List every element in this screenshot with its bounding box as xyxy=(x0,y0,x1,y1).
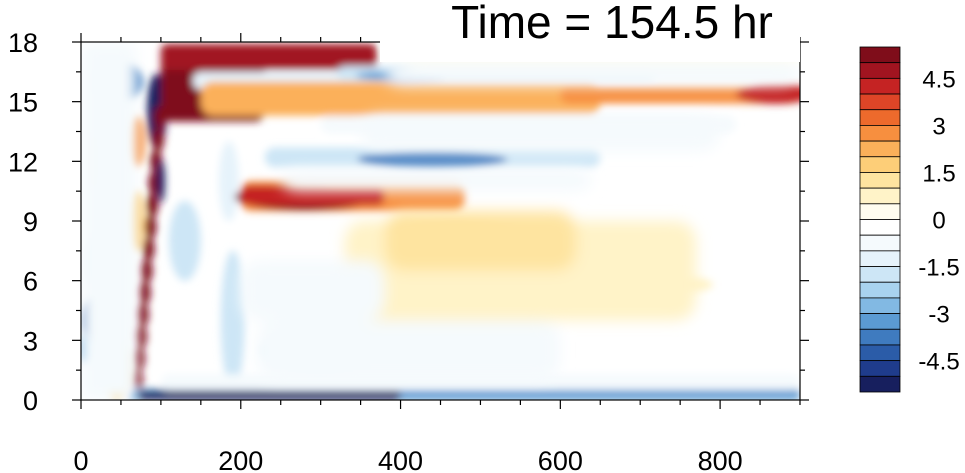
field-patch xyxy=(736,83,800,104)
x-tick-label: 200 xyxy=(218,446,263,473)
field-patch xyxy=(360,115,721,152)
colorbar-box xyxy=(859,360,901,377)
colorbar-box xyxy=(859,77,901,95)
y-tick-label: 0 xyxy=(23,386,38,416)
colorbar-box xyxy=(859,250,901,267)
colorbar-box xyxy=(859,203,901,220)
y-tick-label: 18 xyxy=(8,28,38,58)
colorbar-box xyxy=(859,62,901,79)
field-patch xyxy=(280,169,593,192)
colorbar-box xyxy=(859,344,901,362)
colorbar-box xyxy=(859,281,901,299)
x-tick-label: 400 xyxy=(378,446,423,473)
colorbar-box xyxy=(859,297,901,314)
field-patch xyxy=(134,324,147,349)
field-patch xyxy=(384,211,577,271)
field-patch xyxy=(152,127,165,152)
colorbar-box xyxy=(859,109,901,126)
colorbar-box xyxy=(859,156,901,173)
title-group: Time = 154.5 hr xyxy=(380,0,800,62)
colorbar-box xyxy=(859,266,901,283)
field-patch xyxy=(220,250,245,391)
field-patch xyxy=(136,391,401,400)
colorbar-box xyxy=(859,219,901,236)
heatmap-field xyxy=(81,42,800,400)
colorbar-box xyxy=(859,313,901,330)
colorbar-label: -4.5 xyxy=(918,349,959,376)
field-patch xyxy=(218,141,239,222)
colorbar-label: 0 xyxy=(932,208,945,235)
colorbar-box xyxy=(859,172,901,189)
colorbar-box xyxy=(859,46,901,64)
field-patch xyxy=(144,214,157,239)
y-tick-label: 15 xyxy=(8,88,38,118)
colorbar-label: 3 xyxy=(932,113,945,140)
colorbar-label: -1.5 xyxy=(918,255,959,282)
colorbar: 4.5 3 1.5 0 -1.5 -3 -4.5 xyxy=(859,46,960,393)
field-patch xyxy=(146,193,159,218)
field-patch xyxy=(156,159,165,204)
field-patch xyxy=(160,43,377,70)
plot-area: 0 200 400 600 800 0 3 6 9 12 15 18 xyxy=(8,28,809,473)
colorbar-label: 4.5 xyxy=(922,66,955,93)
colorbar-box xyxy=(859,328,901,346)
y-tick-label: 12 xyxy=(8,147,38,177)
y-tick-label: 6 xyxy=(23,267,38,297)
x-tick-label: 0 xyxy=(73,446,88,473)
field-patch xyxy=(142,236,155,261)
field-patch xyxy=(200,81,601,116)
field-patch xyxy=(384,61,800,86)
colorbar-box xyxy=(859,93,901,111)
field-patch xyxy=(138,280,151,305)
field-patch xyxy=(256,320,561,381)
colorbar-box xyxy=(859,234,901,252)
field-layer-soft xyxy=(81,42,800,400)
colorbar-label: -3 xyxy=(928,302,949,329)
field-patch xyxy=(357,150,508,169)
y-tick-label: 9 xyxy=(23,207,38,237)
colorbar-box xyxy=(859,375,901,393)
field-patch xyxy=(240,260,385,321)
colorbar-box xyxy=(859,140,901,158)
title-backing xyxy=(380,0,800,62)
field-patch xyxy=(140,258,153,283)
field-patch xyxy=(136,302,149,327)
x-tick-label: 800 xyxy=(698,446,743,473)
field-patch xyxy=(81,42,137,400)
colorbar-label: 1.5 xyxy=(922,160,955,187)
chart-title: Time = 154.5 hr xyxy=(451,0,773,48)
colorbar-box xyxy=(859,187,901,205)
colorbar-box xyxy=(859,125,901,142)
x-tick-label: 600 xyxy=(538,446,583,473)
field-patch xyxy=(168,200,201,281)
y-tick-label: 3 xyxy=(23,326,38,356)
